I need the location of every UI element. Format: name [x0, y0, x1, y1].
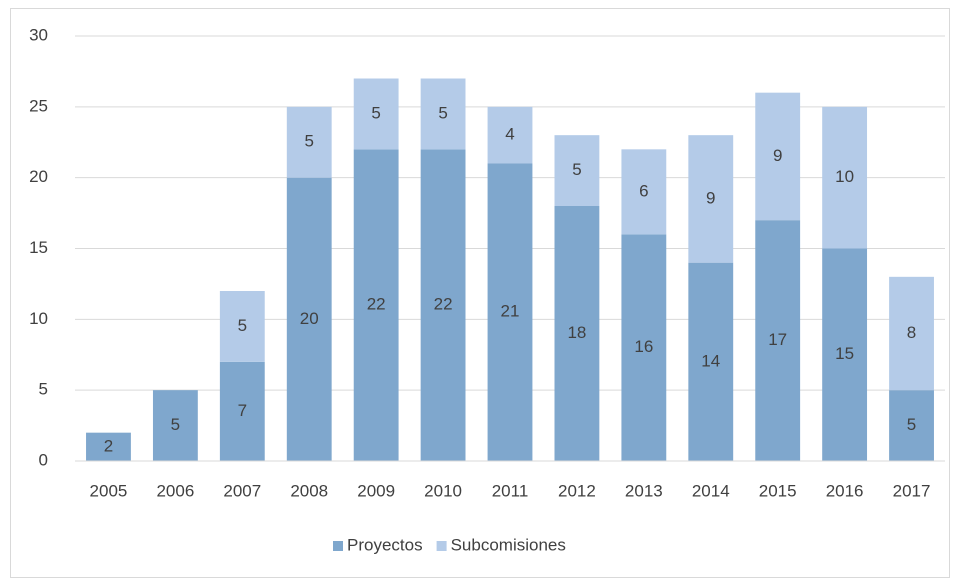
data-label: 20	[300, 309, 319, 328]
bar-segment	[755, 92, 801, 221]
data-label: 2	[104, 436, 113, 455]
bar-segment	[219, 291, 265, 362]
bar-segment	[822, 248, 868, 461]
x-tick-label: 2010	[424, 481, 462, 500]
data-label: 9	[773, 146, 782, 165]
legend-swatch	[436, 541, 447, 551]
chart-frame	[10, 8, 950, 578]
bar-segment	[353, 78, 399, 150]
x-tick-label: 2017	[893, 481, 931, 500]
bar-segment	[420, 78, 466, 150]
y-tick-label: 15	[29, 238, 48, 257]
y-tick-label: 0	[39, 450, 48, 469]
bar-segment	[621, 149, 667, 235]
x-tick-label: 2006	[156, 481, 194, 500]
data-label: 5	[371, 103, 380, 122]
data-label: 22	[434, 295, 453, 314]
data-label: 16	[634, 337, 653, 356]
y-tick-label: 5	[39, 380, 48, 399]
y-tick-label: 25	[29, 96, 48, 115]
bar-segment	[353, 149, 399, 462]
data-label: 7	[238, 401, 247, 420]
bar-segment	[688, 262, 734, 461]
x-tick-label: 2005	[90, 481, 128, 500]
x-tick-label: 2009	[357, 481, 395, 500]
data-label: 8	[907, 323, 916, 342]
bar-segment	[554, 135, 600, 206]
data-label: 5	[171, 415, 180, 434]
y-tick-label: 30	[29, 25, 48, 44]
data-label: 4	[505, 125, 514, 144]
y-tick-label: 20	[29, 167, 48, 186]
data-label: 5	[438, 103, 447, 122]
x-tick-label: 2015	[759, 481, 797, 500]
bar-segment	[152, 390, 198, 461]
data-label: 5	[907, 415, 916, 434]
data-label: 5	[238, 316, 247, 335]
data-label: 5	[304, 132, 313, 151]
legend-label: Proyectos	[347, 535, 423, 554]
legend-label: Subcomisiones	[451, 535, 566, 554]
bar-segment	[286, 106, 332, 178]
bar-segment	[889, 276, 934, 391]
x-tick-label: 2007	[223, 481, 261, 500]
x-tick-label: 2014	[692, 481, 730, 500]
bar-segment	[822, 106, 868, 249]
x-tick-label: 2016	[826, 481, 864, 500]
bar-segment	[621, 234, 667, 461]
bar-segment	[688, 135, 734, 263]
data-label: 17	[768, 330, 787, 349]
bar-segment	[554, 206, 600, 461]
x-tick-label: 2012	[558, 481, 596, 500]
data-label: 6	[639, 181, 648, 200]
data-label: 9	[706, 188, 715, 207]
bar-segment	[487, 163, 533, 461]
x-tick-label: 2008	[290, 481, 328, 500]
data-label: 15	[835, 344, 854, 363]
data-label: 5	[572, 160, 581, 179]
bar-segment	[889, 390, 934, 461]
bar-segment	[286, 177, 332, 461]
data-label: 22	[367, 295, 386, 314]
data-label: 14	[701, 351, 720, 370]
bar-segment	[86, 432, 131, 461]
y-tick-label: 10	[29, 309, 48, 328]
bar-segment	[755, 220, 801, 461]
data-label: 21	[501, 302, 520, 321]
data-label: 10	[835, 167, 854, 186]
x-tick-label: 2013	[625, 481, 663, 500]
bar-segment	[420, 149, 466, 462]
bar-segment	[487, 106, 533, 164]
legend-swatch	[333, 541, 343, 551]
data-label: 18	[567, 323, 586, 342]
bar-segment	[219, 361, 265, 461]
x-tick-label: 2011	[492, 481, 529, 500]
